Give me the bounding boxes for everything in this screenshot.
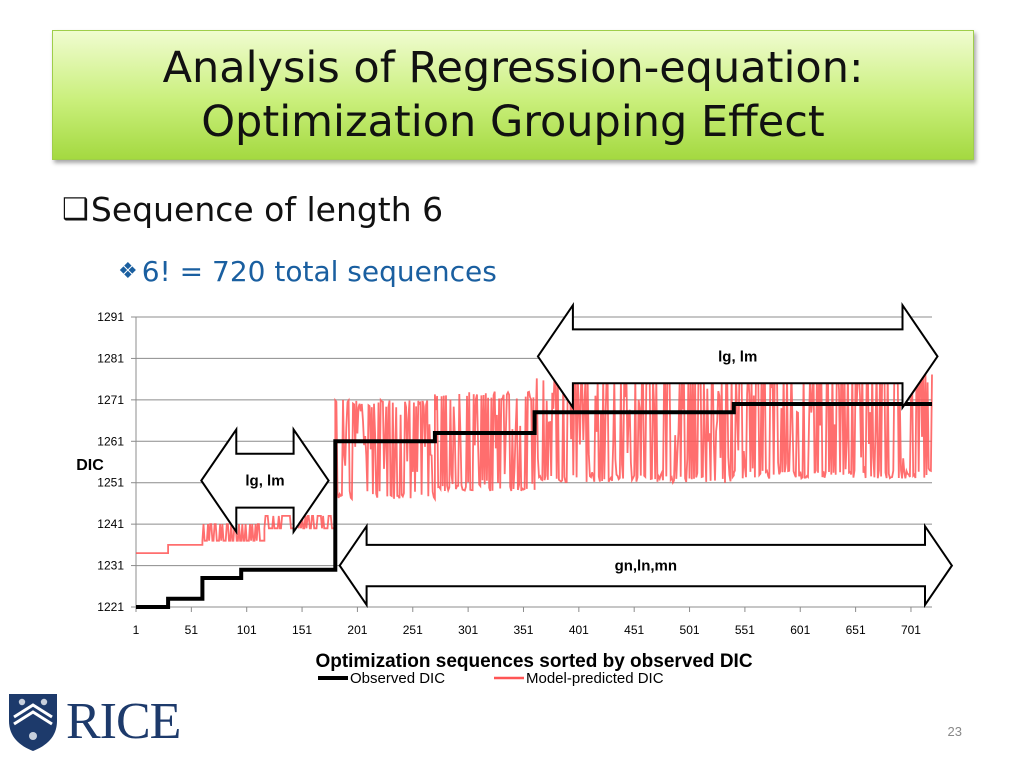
x-tick-label: 551 <box>735 623 755 637</box>
x-tick-label: 251 <box>403 623 423 637</box>
x-tick-label: 601 <box>790 623 810 637</box>
rice-shield-icon <box>9 694 57 751</box>
diamond-bullet-icon: ❖ <box>118 259 138 284</box>
legend-label-predicted: Model-predicted DIC <box>526 670 664 687</box>
x-tick-label: 451 <box>624 623 644 637</box>
y-tick-label: 1221 <box>97 600 124 614</box>
y-tick-label: 1261 <box>97 434 124 448</box>
arrow-label: lg, lm <box>718 348 757 365</box>
rice-logo: RICE <box>6 690 181 754</box>
arrow-label: lg, lm <box>245 473 284 490</box>
observed-series-layer <box>136 402 932 609</box>
y-tick-label: 1291 <box>97 310 124 324</box>
x-tick-label: 351 <box>513 623 533 637</box>
chart-legend: Observed DIC Model-predicted DIC <box>318 670 664 687</box>
x-tick-label: 651 <box>846 623 866 637</box>
double-arrow-shape <box>536 301 939 411</box>
slide-title-line-1: Analysis of Regression-equation: <box>162 43 864 93</box>
double-arrow-shape <box>200 426 330 536</box>
x-tick-label: 701 <box>901 623 921 637</box>
y-tick-label: 1251 <box>97 476 124 490</box>
bullet-level-2: ❖ 6! = 720 total sequences <box>118 255 497 288</box>
y-tick-label: 1281 <box>97 351 124 365</box>
observed-dic-line <box>136 402 932 609</box>
page-number: 23 <box>947 724 962 739</box>
y-tick-label: 1271 <box>97 393 124 407</box>
bullet-level-1: ❑ Sequence of length 6 <box>62 190 443 229</box>
checkbox-bullet-icon: ❑ <box>62 192 89 227</box>
x-tick-label: 401 <box>569 623 589 637</box>
double-arrow-shape <box>338 522 954 609</box>
rice-wordmark: RICE <box>66 693 181 750</box>
bullet-2-text: 6! = 720 total sequences <box>141 255 497 288</box>
bullet-1-text: Sequence of length 6 <box>90 190 444 229</box>
x-axis-title: Optimization sequences sorted by observe… <box>315 651 752 672</box>
y-axis-title: DIC <box>76 457 104 474</box>
y-tick-label: 1241 <box>97 517 124 531</box>
x-tick-label: 51 <box>185 623 199 637</box>
y-tick-label: 1231 <box>97 559 124 573</box>
arrow-label: gn,ln,mn <box>615 558 678 575</box>
x-tick-label: 1 <box>133 623 140 637</box>
x-tick-label: 501 <box>680 623 700 637</box>
x-tick-label: 301 <box>458 623 478 637</box>
x-tick-label: 201 <box>347 623 367 637</box>
x-tick-label: 101 <box>237 623 257 637</box>
annotation-layer: lg, lm lg, lm gn,ln,mn <box>200 301 954 609</box>
x-tick-label: 151 <box>292 623 312 637</box>
title-box: Analysis of Regression-equation: Optimiz… <box>52 30 974 160</box>
slide-title-line-2: Optimization Grouping Effect <box>201 97 825 147</box>
legend-label-observed: Observed DIC <box>350 670 445 687</box>
